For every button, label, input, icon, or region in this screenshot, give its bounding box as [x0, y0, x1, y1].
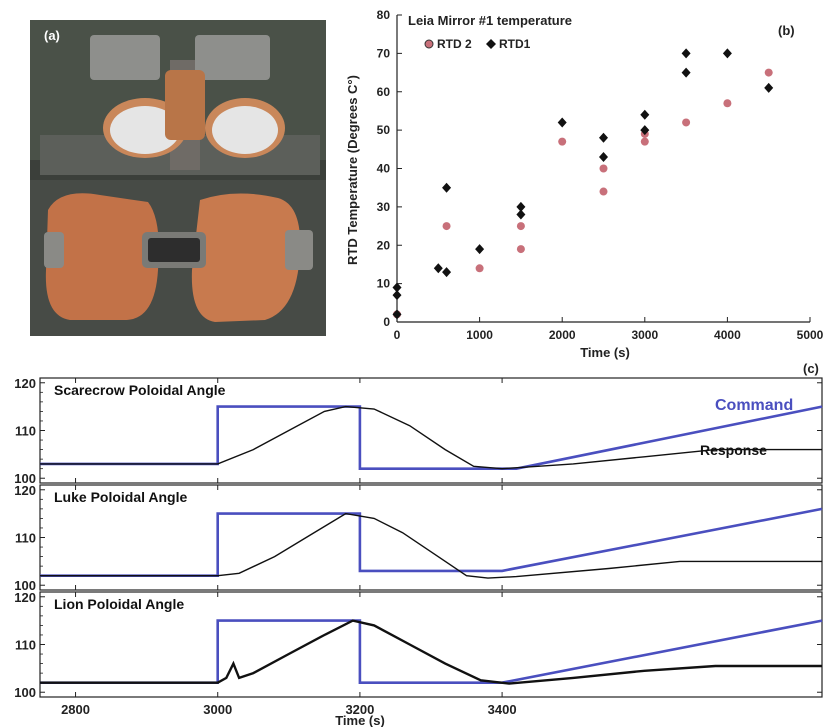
rtd-y-tick-label: 60 — [377, 85, 391, 99]
legend-rtd2-marker — [424, 39, 434, 49]
rtd1-point — [557, 117, 567, 128]
hardware-photo — [30, 20, 326, 336]
scarecrow-y-tick-label: 110 — [15, 424, 36, 439]
timeseries-x-tick-label: 3200 — [345, 702, 374, 717]
rtd-chart-title: Leia Mirror #1 temperature — [408, 13, 572, 28]
poloidal-angle-line-charts: 100 110 120 Scarecrow Poloidal Angle 100 110 1… — [14, 361, 823, 727]
legend-rtd1-label: RTD1 — [499, 37, 531, 51]
hardware-photo-illustration — [30, 20, 326, 336]
rtd2-point — [764, 68, 773, 77]
rtd2-point — [442, 222, 451, 231]
rtd2-point — [723, 99, 732, 108]
rtd1-point — [516, 201, 526, 212]
rtd2-point — [682, 118, 691, 127]
rtd2-point — [516, 245, 525, 254]
rtd-y-tick-label: 80 — [377, 8, 391, 22]
lion-y-tick-label: 120 — [14, 590, 36, 605]
lion-subplot-title: Lion Poloidal Angle — [54, 596, 184, 612]
rtd-y-axis-label: RTD Temperature (Degrees C°) — [345, 75, 360, 265]
panel-a-label: (a) — [44, 28, 60, 43]
rtd2-point — [599, 187, 608, 196]
rtd2-point — [640, 137, 649, 146]
rtd-y-tick-label: 40 — [377, 162, 391, 176]
rtd-x-tick-label: 5000 — [797, 328, 824, 342]
rtd2-point — [558, 137, 567, 146]
luke-subplot-title: Luke Poloidal Angle — [54, 489, 187, 505]
rtd1-point — [681, 48, 691, 59]
lion-command-line — [40, 619, 823, 684]
rtd-x-tick-label: 3000 — [631, 328, 658, 342]
luke-y-tick-label: 110 — [15, 531, 36, 546]
rtd1-point — [442, 182, 452, 193]
luke-command-line — [40, 507, 823, 577]
lion-y-tick-label: 100 — [14, 685, 36, 700]
rtd1-point — [640, 125, 650, 136]
rtd-y-tick-label: 0 — [383, 315, 390, 329]
panel-c-label: (c) — [803, 361, 819, 376]
rtd1-point — [392, 282, 402, 293]
rtd-y-tick-label: 70 — [377, 46, 391, 60]
lion-response-line — [40, 619, 822, 685]
timeseries-x-tick-label: 3400 — [488, 702, 517, 717]
command-legend-label: Command — [715, 397, 793, 414]
luke-response-line — [40, 512, 822, 579]
response-legend-label: Response — [700, 442, 767, 458]
rtd-x-tick-label: 0 — [394, 328, 401, 342]
rtd1-point — [764, 82, 774, 93]
scarecrow-y-tick-label: 100 — [14, 471, 36, 486]
rtd1-point — [599, 151, 608, 162]
legend-rtd2-label: RTD 2 — [437, 37, 472, 51]
rtd1-point — [516, 209, 526, 220]
rtd1-point — [722, 48, 732, 59]
rtd1-point — [599, 132, 608, 143]
rtd1-point — [442, 267, 452, 278]
rtd2-point — [516, 222, 525, 231]
rtd1-point — [640, 109, 650, 120]
rtd1-point — [392, 309, 402, 320]
rtd-x-tick-label: 4000 — [714, 328, 741, 342]
timeseries-x-tick-label: 3000 — [203, 702, 232, 717]
rtd-x-tick-label: 2000 — [549, 328, 576, 342]
panel-b-label: (b) — [778, 23, 795, 38]
rtd1-point — [392, 290, 402, 301]
luke-y-tick-label: 120 — [14, 483, 36, 498]
scarecrow-subplot-title: Scarecrow Poloidal Angle — [54, 382, 226, 398]
scarecrow-command-line — [40, 405, 823, 470]
rtd-temperature-scatter-chart: 0 10 20 30 40 50 60 70 80 0 1000 2000 3000 4000 5000 L… — [345, 8, 824, 360]
legend-rtd1-marker — [486, 39, 496, 49]
timeseries-x-tick-label: 2800 — [61, 702, 90, 717]
rtd-x-tick-label: 1000 — [466, 328, 493, 342]
rtd-y-tick-label: 10 — [377, 277, 391, 291]
luke-y-tick-label: 100 — [14, 578, 36, 593]
rtd2-point — [599, 164, 608, 173]
rtd1-point — [433, 263, 443, 274]
scarecrow-y-tick-label: 120 — [14, 376, 36, 391]
rtd1-point — [475, 244, 485, 255]
rtd1-point — [681, 67, 691, 78]
rtd-y-tick-label: 30 — [377, 200, 391, 214]
rtd-x-axis-label: Time (s) — [580, 345, 630, 360]
lion-y-tick-label: 110 — [15, 638, 36, 653]
rtd2-point — [475, 264, 484, 273]
rtd-y-tick-label: 20 — [377, 238, 391, 252]
rtd-y-tick-label: 50 — [377, 123, 391, 137]
scarecrow-response-line — [40, 405, 822, 470]
timeseries-x-axis-label: Time (s) — [335, 713, 385, 727]
